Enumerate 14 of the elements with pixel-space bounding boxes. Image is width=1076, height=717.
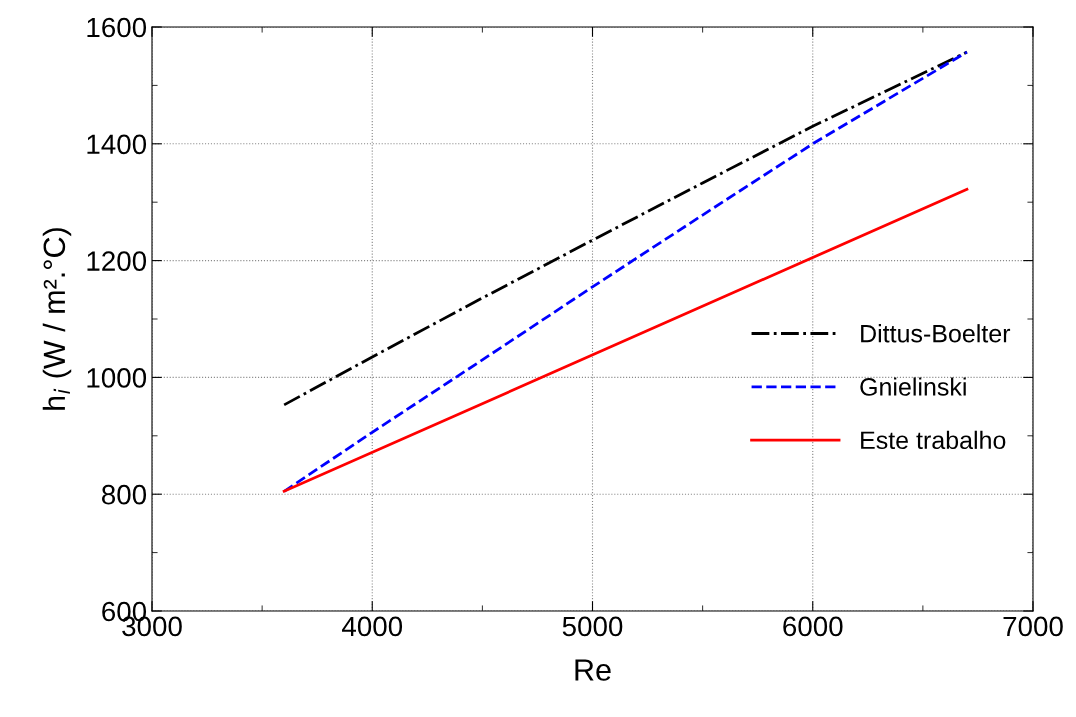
y-tick-label: 1400 (87, 134, 147, 155)
y-axis-title: h$_{i}$ (W / m².°C) (42, 228, 72, 410)
x-tick-label: 6000 (783, 616, 843, 637)
x-tick-label: 4000 (341, 616, 403, 637)
legend-label: Gnielinski (860, 377, 966, 396)
legend-label: Este trabalho (861, 430, 1006, 450)
y-tick-label: 1600 (87, 17, 147, 38)
y-tick-label: 1000 (87, 368, 147, 388)
legend-label: Dittus-Boelter (861, 324, 1011, 343)
x-tick-label: 5000 (562, 616, 623, 637)
y-tick-label: 800 (102, 484, 147, 505)
x-axis-title: Re (575, 659, 611, 681)
y-tick-label: 1200 (87, 251, 147, 271)
x-tick-label: 7000 (1003, 616, 1063, 637)
